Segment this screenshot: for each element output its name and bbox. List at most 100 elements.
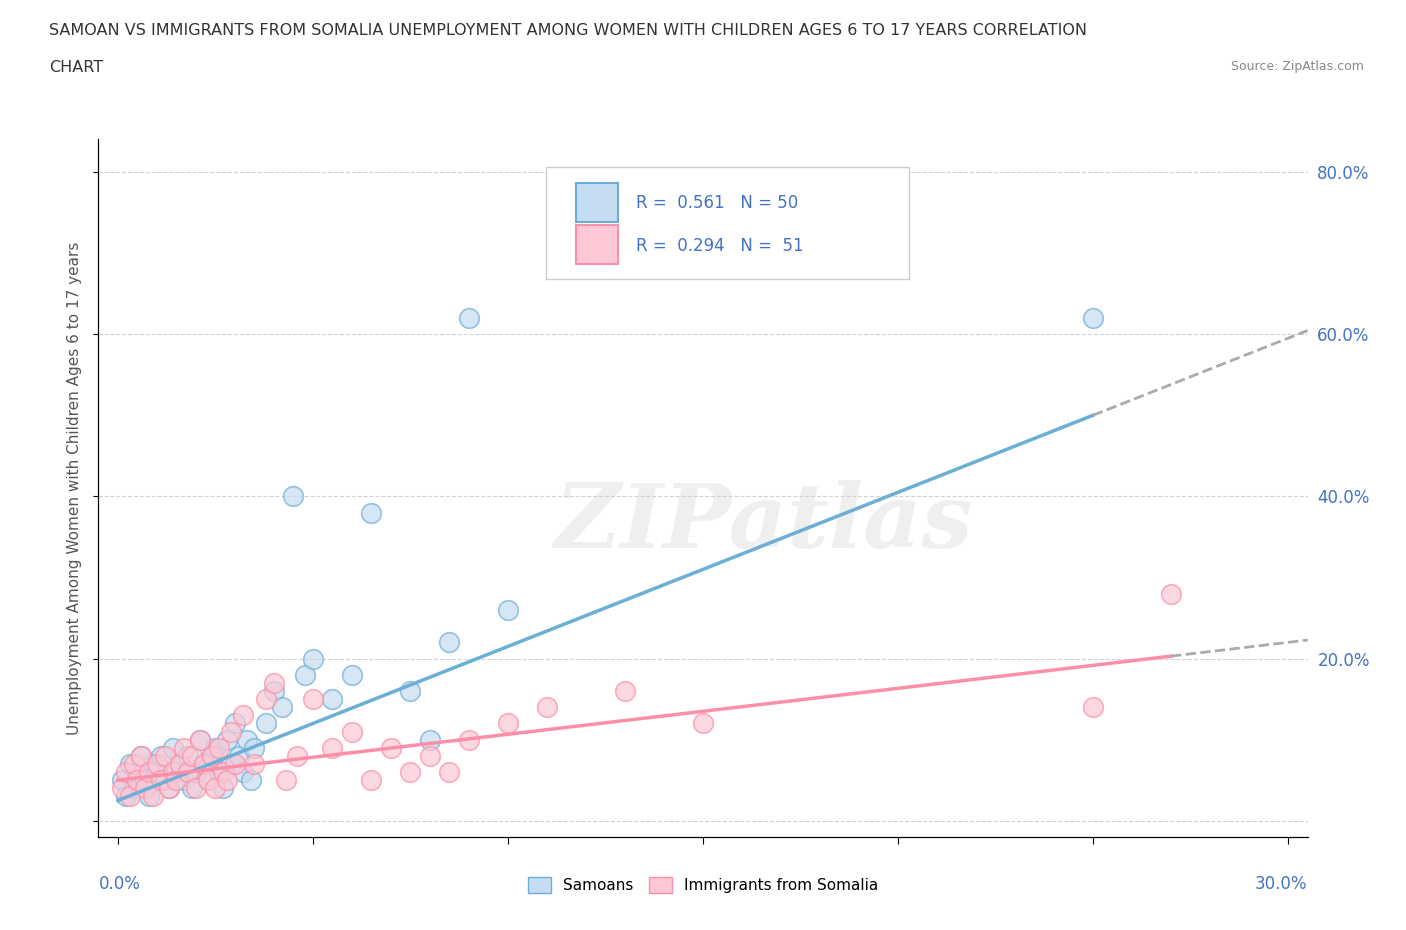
Point xyxy=(692,716,714,731)
Point xyxy=(496,603,519,618)
Point xyxy=(232,764,254,779)
Point xyxy=(111,773,134,788)
Point xyxy=(254,716,277,731)
Point xyxy=(122,757,145,772)
Point xyxy=(173,740,195,755)
Text: CHART: CHART xyxy=(49,60,103,75)
Point xyxy=(138,764,160,779)
Point xyxy=(399,684,422,698)
Point xyxy=(360,505,382,520)
Point xyxy=(208,740,231,755)
Point xyxy=(263,684,285,698)
Point xyxy=(1081,699,1104,714)
Text: 30.0%: 30.0% xyxy=(1256,875,1308,894)
Legend: Samoans, Immigrants from Somalia: Samoans, Immigrants from Somalia xyxy=(522,870,884,899)
Point xyxy=(162,764,184,779)
FancyBboxPatch shape xyxy=(546,167,908,279)
Point xyxy=(419,732,441,747)
Point xyxy=(239,773,262,788)
Point xyxy=(127,764,149,779)
Point xyxy=(283,489,305,504)
Point xyxy=(458,732,481,747)
Point xyxy=(263,675,285,690)
Point xyxy=(149,749,172,764)
Point xyxy=(114,764,136,779)
Text: SAMOAN VS IMMIGRANTS FROM SOMALIA UNEMPLOYMENT AMONG WOMEN WITH CHILDREN AGES 6 : SAMOAN VS IMMIGRANTS FROM SOMALIA UNEMPL… xyxy=(49,23,1087,38)
Point xyxy=(224,757,246,772)
Point xyxy=(340,724,363,739)
Point xyxy=(458,311,481,325)
Point xyxy=(157,781,180,796)
Point xyxy=(134,781,156,796)
Point xyxy=(146,757,169,772)
Point xyxy=(217,773,239,788)
Point xyxy=(122,781,145,796)
Point xyxy=(204,781,226,796)
Point xyxy=(153,749,176,764)
Point xyxy=(193,757,215,772)
Point xyxy=(321,740,343,755)
Text: Source: ZipAtlas.com: Source: ZipAtlas.com xyxy=(1230,60,1364,73)
FancyBboxPatch shape xyxy=(576,183,619,222)
Point xyxy=(157,781,180,796)
Point xyxy=(243,757,266,772)
Text: R =  0.294   N =  51: R = 0.294 N = 51 xyxy=(637,236,804,255)
Point xyxy=(360,773,382,788)
Point xyxy=(181,749,204,764)
Point xyxy=(496,716,519,731)
Point xyxy=(232,708,254,723)
Point xyxy=(212,781,235,796)
Point xyxy=(142,789,165,804)
Point xyxy=(1081,311,1104,325)
Point xyxy=(127,773,149,788)
Point xyxy=(131,749,153,764)
Point xyxy=(439,764,461,779)
Point xyxy=(294,668,316,683)
Point xyxy=(118,789,141,804)
Point xyxy=(146,764,169,779)
Point xyxy=(188,732,211,747)
Point xyxy=(197,773,219,788)
Point xyxy=(536,699,558,714)
Point xyxy=(270,699,292,714)
Point xyxy=(153,773,176,788)
Point xyxy=(235,732,257,747)
Point xyxy=(212,764,235,779)
Point xyxy=(439,635,461,650)
Point xyxy=(208,764,231,779)
Point xyxy=(173,773,195,788)
Point xyxy=(217,732,239,747)
Point xyxy=(219,724,242,739)
Point xyxy=(114,789,136,804)
Point xyxy=(1160,586,1182,601)
Point xyxy=(177,749,200,764)
Point xyxy=(219,757,242,772)
Text: 0.0%: 0.0% xyxy=(98,875,141,894)
Point xyxy=(118,757,141,772)
Text: R =  0.561   N = 50: R = 0.561 N = 50 xyxy=(637,194,799,212)
Point xyxy=(177,764,200,779)
Point xyxy=(165,764,187,779)
Point xyxy=(224,716,246,731)
Point xyxy=(340,668,363,683)
Point xyxy=(169,757,191,772)
Point xyxy=(254,692,277,707)
Point xyxy=(184,764,207,779)
Point xyxy=(165,773,187,788)
Point xyxy=(138,789,160,804)
Y-axis label: Unemployment Among Women with Children Ages 6 to 17 years: Unemployment Among Women with Children A… xyxy=(67,242,83,735)
Point xyxy=(399,764,422,779)
Point xyxy=(302,692,325,707)
Point xyxy=(111,781,134,796)
Point xyxy=(204,740,226,755)
Point xyxy=(302,651,325,666)
Point xyxy=(228,749,250,764)
Point xyxy=(285,749,308,764)
Point xyxy=(169,757,191,772)
Point xyxy=(142,757,165,772)
Point xyxy=(200,749,222,764)
Point xyxy=(380,740,402,755)
Point xyxy=(131,749,153,764)
Point xyxy=(419,749,441,764)
Point xyxy=(200,749,222,764)
